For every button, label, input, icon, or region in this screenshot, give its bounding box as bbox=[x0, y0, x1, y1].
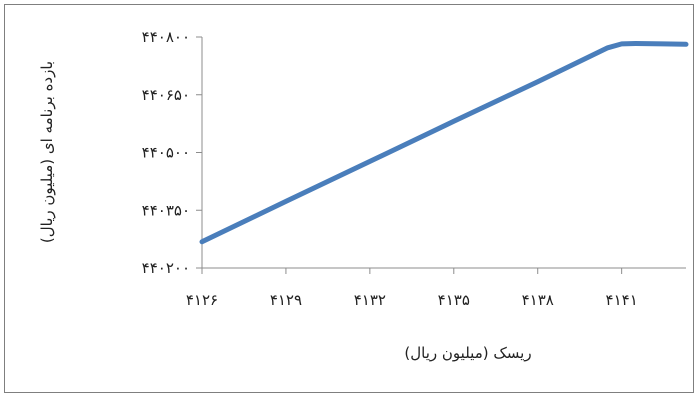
x-tick-label: ۴۱۳۲ bbox=[354, 291, 386, 309]
x-tick-label: ۴۱۳۵ bbox=[438, 291, 470, 309]
x-tick-label: ۴۱۲۶ bbox=[186, 291, 218, 309]
y-tick-label: ۴۴۰۲۰۰ bbox=[142, 259, 190, 277]
x-axis-title: ریسک (میلیون ریال) bbox=[404, 344, 531, 362]
y-axis-title: بازده برنامه ای (میلیون ریال) bbox=[38, 61, 56, 243]
y-tick-label: ۴۴۰۶۵۰ bbox=[142, 86, 190, 104]
x-tick-label: ۴۱۲۹ bbox=[270, 291, 302, 309]
x-tick-label: ۴۱۳۸ bbox=[522, 291, 554, 309]
y-tick-label: ۴۴۰۳۵۰ bbox=[142, 201, 190, 219]
series-line bbox=[199, 41, 689, 245]
x-tick-label: ۴۱۴۱ bbox=[606, 291, 638, 309]
y-tick-label: ۴۴۰۸۰۰ bbox=[142, 28, 190, 46]
chart-frame bbox=[4, 4, 694, 393]
y-tick-label: ۴۴۰۵۰۰ bbox=[142, 144, 190, 162]
